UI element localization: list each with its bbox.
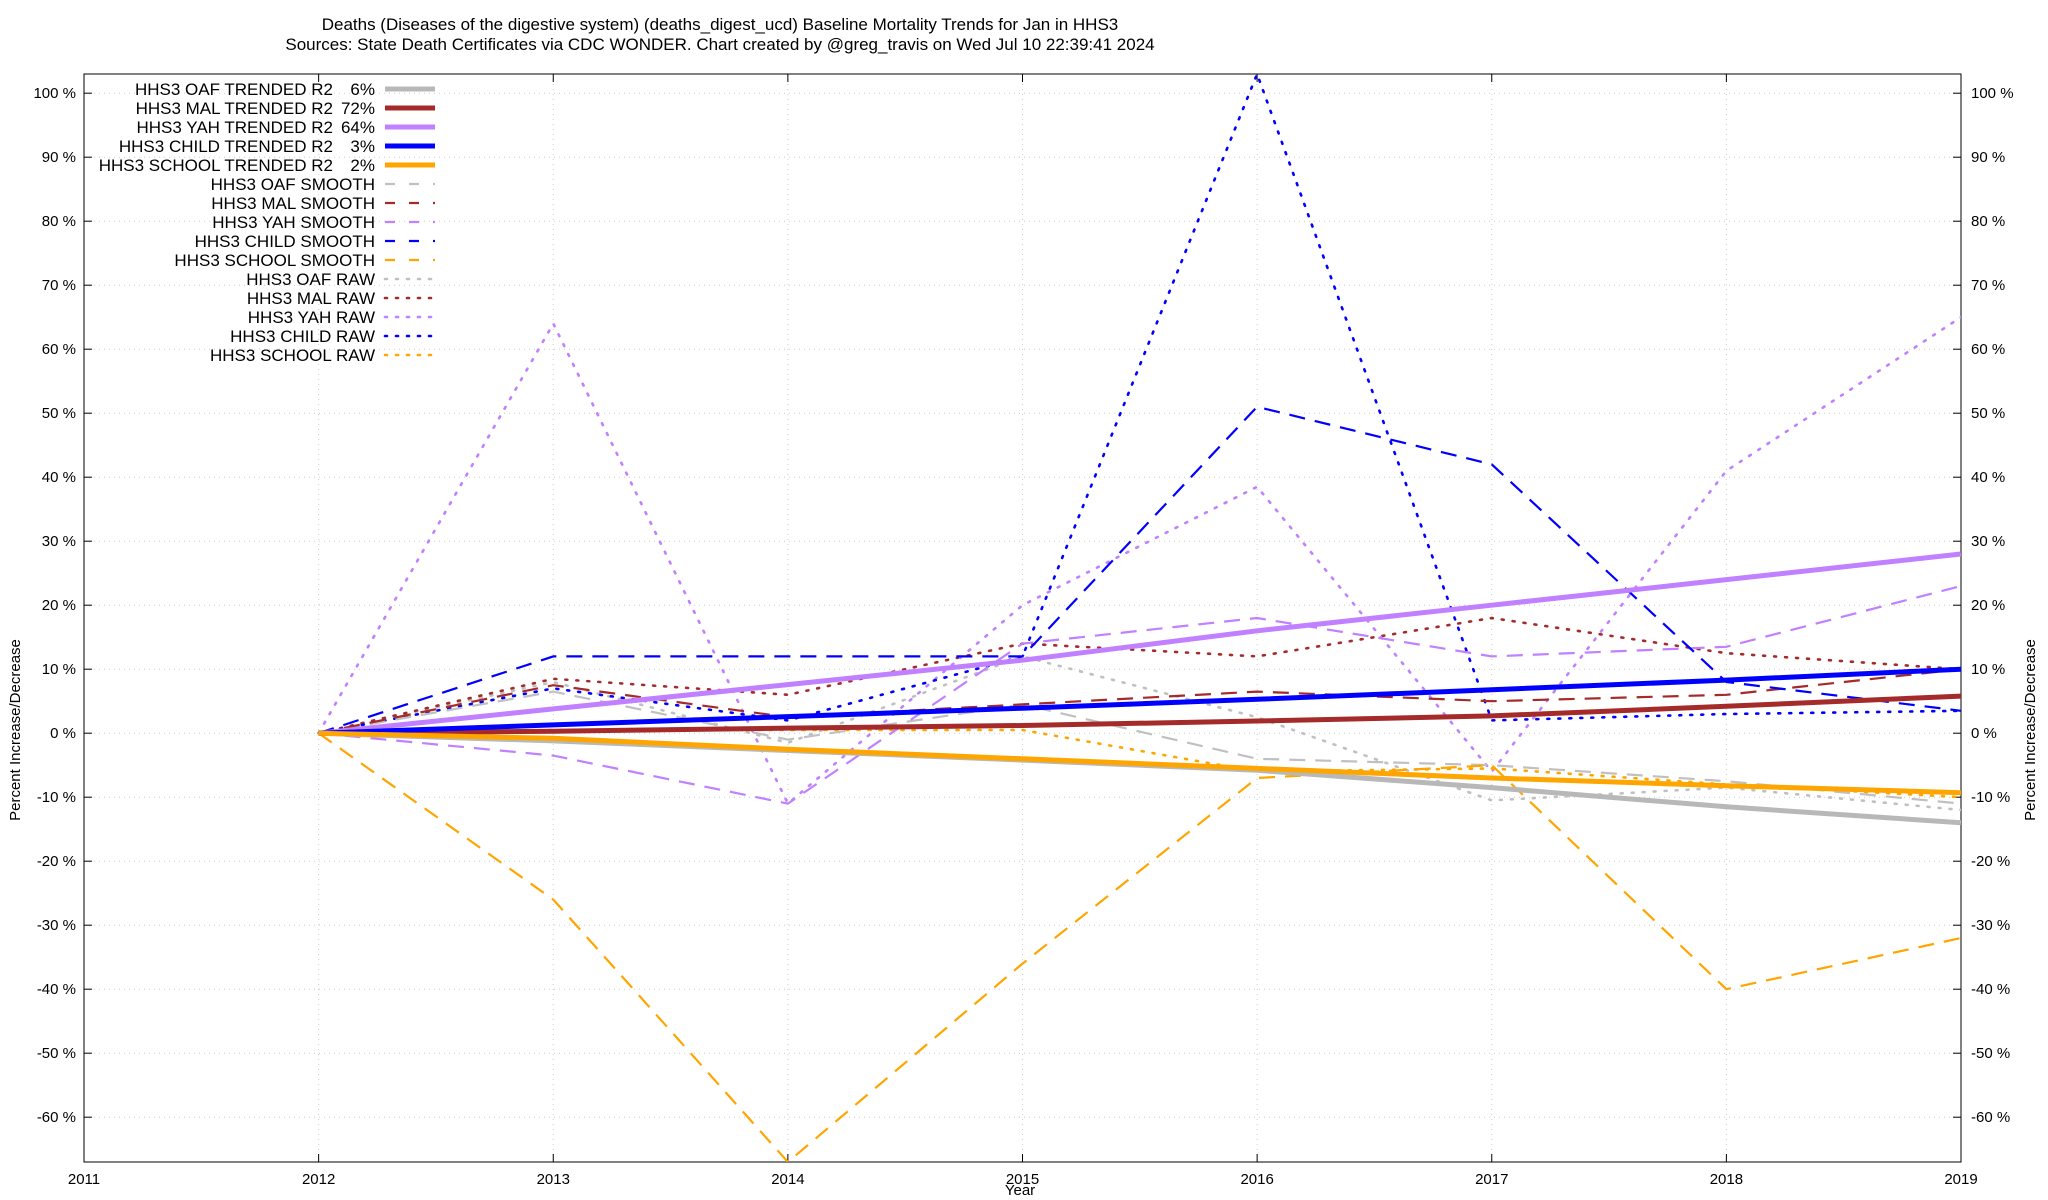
y-tick-label: 10 % — [42, 661, 76, 678]
y2-tick-label: 70 % — [1971, 277, 2005, 294]
legend-label-hhs3-child-raw: HHS3 CHILD RAW — [230, 327, 375, 346]
y2-tick-label: 80 % — [1971, 213, 2005, 230]
y-tick-label: 70 % — [42, 277, 76, 294]
y2-tick-label: 10 % — [1971, 661, 2005, 678]
y-tick-label: 60 % — [42, 341, 76, 358]
x-tick-label: 2011 — [68, 1171, 100, 1188]
legend-label-hhs3-yah-trended-r2: HHS3 YAH TRENDED R2 — [137, 118, 334, 137]
x-tick-label: 2019 — [1944, 1171, 1977, 1188]
x-tick-label: 2018 — [1710, 1171, 1743, 1188]
y2-tick-label: 90 % — [1971, 149, 2005, 166]
y2-axis-label: Percent Increase/Decrease — [2022, 639, 2039, 821]
series-hhs3-oaf-smooth — [318, 690, 1961, 805]
y2-tick-label: 30 % — [1971, 533, 2005, 550]
x-tick-label: 2016 — [1240, 1171, 1273, 1188]
y-tick-label: 0 % — [50, 725, 76, 742]
axis-ticks: 2011 2012 2013 2014 2015 2016 2017 2018 2019 100 … — [33, 74, 2014, 1188]
y-tick-label: -20 % — [37, 853, 76, 870]
series-layer — [317, 74, 1961, 1162]
legend-label-hhs3-yah-raw: HHS3 YAH RAW — [248, 308, 375, 327]
series-hhs3-school-smooth — [317, 732, 1961, 1162]
legend-r2-hhs3-yah-trended-r2: 64% — [341, 118, 375, 137]
y-tick-label: 80 % — [42, 213, 76, 230]
x-tick-label: 2014 — [771, 1171, 804, 1188]
y2-tick-label: -50 % — [1971, 1045, 2010, 1062]
legend-label-hhs3-mal-trended-r2: HHS3 MAL TRENDED R2 — [136, 99, 333, 118]
legend-label-hhs3-child-trended-r2: HHS3 CHILD TRENDED R2 — [119, 137, 333, 156]
x-tick-label: 2013 — [537, 1171, 570, 1188]
y-tick-label: -10 % — [37, 789, 76, 806]
legend-label-hhs3-oaf-raw: HHS3 OAF RAW — [246, 270, 375, 289]
legend-r2-hhs3-child-trended-r2: 3% — [350, 137, 375, 156]
series-hhs3-child-trended-r2 — [318, 666, 1961, 736]
y2-tick-label: 40 % — [1971, 469, 2005, 486]
series-hhs3-yah-trended-r2 — [318, 551, 1961, 736]
y-tick-label: -50 % — [37, 1045, 76, 1062]
y-tick-label: 100 % — [33, 85, 76, 102]
y2-tick-label: -60 % — [1971, 1109, 2010, 1126]
y2-tick-label: 50 % — [1971, 405, 2005, 422]
plot-frame — [83, 73, 1962, 1163]
legend: HHS3 OAF TRENDED R2 6% HHS3 MAL TRENDED R2… — [99, 80, 437, 365]
y2-tick-label: -20 % — [1971, 853, 2010, 870]
y-tick-label: 40 % — [42, 469, 76, 486]
y2-tick-label: -30 % — [1971, 917, 2010, 934]
series-hhs3-oaf-trended-r2 — [318, 730, 1961, 826]
legend-label-hhs3-oaf-trended-r2: HHS3 OAF TRENDED R2 — [135, 80, 333, 99]
legend-label-hhs3-yah-smooth: HHS3 YAH SMOOTH — [212, 213, 375, 232]
series-hhs3-yah-smooth — [318, 584, 1961, 805]
y-tick-label: 90 % — [42, 149, 76, 166]
series-hhs3-oaf-raw — [317, 655, 1961, 812]
y2-tick-label: 0 % — [1971, 725, 1997, 742]
x-axis-label: Year — [1005, 1182, 1035, 1199]
series-hhs3-child-raw — [317, 74, 1961, 735]
y2-tick-label: 60 % — [1971, 341, 2005, 358]
legend-label-hhs3-school-trended-r2: HHS3 SCHOOL TRENDED R2 — [99, 156, 333, 175]
legend-label-hhs3-child-smooth: HHS3 CHILD SMOOTH — [195, 232, 375, 251]
legend-r2-hhs3-mal-trended-r2: 72% — [341, 99, 375, 118]
x-tick-label: 2017 — [1475, 1171, 1508, 1188]
y-tick-label: 50 % — [42, 405, 76, 422]
y-tick-label: -30 % — [37, 917, 76, 934]
series-hhs3-child-smooth — [318, 405, 1961, 735]
y2-tick-label: 20 % — [1971, 597, 2005, 614]
legend-label-hhs3-school-smooth: HHS3 SCHOOL SMOOTH — [174, 251, 375, 270]
chart-title: Deaths (Diseases of the digestive system… — [322, 15, 1119, 34]
legend-label-hhs3-mal-raw: HHS3 MAL RAW — [247, 289, 375, 308]
series-hhs3-yah-raw — [317, 315, 1961, 806]
series-hhs3-mal-raw — [317, 616, 1961, 735]
legend-label-hhs3-oaf-smooth: HHS3 OAF SMOOTH — [211, 175, 375, 194]
legend-r2-hhs3-school-trended-r2: 2% — [350, 156, 375, 175]
legend-label-hhs3-school-raw: HHS3 SCHOOL RAW — [210, 346, 375, 365]
series-hhs3-school-trended-r2 — [318, 730, 1961, 796]
y2-tick-label: -10 % — [1971, 789, 2010, 806]
legend-r2-hhs3-oaf-trended-r2: 6% — [350, 80, 375, 99]
y-axis-label: Percent Increase/Decrease — [7, 639, 24, 821]
series-hhs3-mal-trended-r2 — [318, 693, 1961, 736]
y-tick-label: 20 % — [42, 597, 76, 614]
y-tick-label: -40 % — [37, 981, 76, 998]
x-tick-label: 2015 — [1006, 1171, 1039, 1188]
y2-tick-label: 100 % — [1971, 85, 2014, 102]
legend-label-hhs3-mal-smooth: HHS3 MAL SMOOTH — [211, 194, 375, 213]
x-tick-label: 2012 — [302, 1171, 335, 1188]
chart-subtitle: Sources: State Death Certificates via CD… — [285, 35, 1154, 54]
y-tick-label: -60 % — [37, 1109, 76, 1126]
y-tick-label: 30 % — [42, 533, 76, 550]
y2-tick-label: -40 % — [1971, 981, 2010, 998]
